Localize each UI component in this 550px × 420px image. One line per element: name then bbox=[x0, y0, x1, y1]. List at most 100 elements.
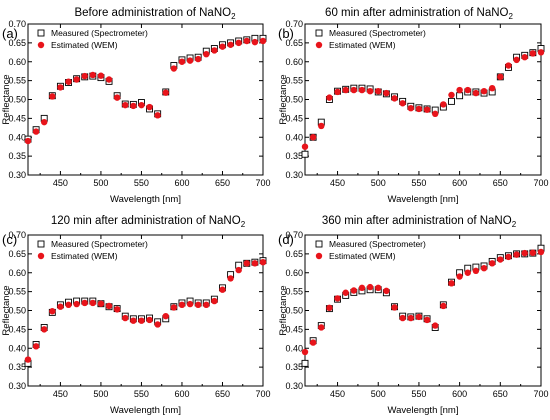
panel-a-estimated-point bbox=[138, 101, 145, 109]
panel-c-label: (c) bbox=[2, 232, 17, 247]
panel-c-legend-measured-label: Measured (Spectrometer) bbox=[51, 239, 148, 249]
panel-d-estimated-point bbox=[326, 304, 333, 312]
panel-b-legend-estimated-marker bbox=[315, 41, 323, 49]
panel-a-ytick-label: 0.55 bbox=[8, 76, 26, 86]
panel-b-ytick-label: 0.65 bbox=[285, 38, 303, 48]
panel-c-marks bbox=[24, 257, 267, 367]
panel-a-estimated-point bbox=[227, 41, 234, 48]
panel-c-estimated-point bbox=[251, 260, 259, 267]
panel-c-axes: 450 500 550 600 650 700 0.30 0.35 0.40 0.45 0.50 0.… bbox=[8, 230, 270, 399]
panel-b-xlabel: Wavelength [nm] bbox=[388, 194, 459, 205]
panel-b-estimated-point bbox=[391, 95, 398, 102]
panel-b-ytick-label: 0.40 bbox=[285, 132, 303, 142]
panel-d-xtick-label: 450 bbox=[330, 389, 345, 399]
panel-c-estimated-point bbox=[170, 304, 178, 311]
panel-c-estimated-point bbox=[89, 299, 97, 307]
panel-d-ytick-label: 0.65 bbox=[285, 249, 303, 259]
panel-a-estimated-point bbox=[57, 84, 64, 91]
panel-d-xtick-label: 650 bbox=[493, 389, 508, 399]
panel-d-estimated-point bbox=[383, 287, 390, 295]
panel-a-xtick-label: 600 bbox=[174, 178, 189, 188]
panel-c-xtick-label: 650 bbox=[215, 389, 230, 399]
panel-a-xtick-label: 450 bbox=[53, 178, 68, 188]
panel-b-xtick-label: 550 bbox=[411, 178, 426, 188]
panel-c-xlabel: Wavelength [nm] bbox=[110, 405, 181, 416]
panel-a-estimated-point bbox=[41, 118, 48, 126]
panel-a-title-main: Before administration of NaNO bbox=[74, 7, 231, 19]
panel-c-estimated-point bbox=[97, 300, 105, 307]
panel-b-estimated-point bbox=[521, 54, 528, 61]
panel-c-estimated-point bbox=[259, 258, 267, 266]
panel-b-marks bbox=[301, 45, 545, 158]
panel-d-legend-estimated-label: Estimated (WEM) bbox=[329, 251, 396, 261]
panel-a-ytick-label: 0.40 bbox=[8, 132, 26, 142]
panel-a-estimated-point bbox=[170, 65, 178, 72]
panel-a-xtick-label: 700 bbox=[255, 178, 270, 188]
panel-b-estimated-point bbox=[309, 134, 317, 141]
panel-b-estimated-point bbox=[464, 86, 471, 94]
panel-a-estimated-point bbox=[32, 128, 40, 135]
panel-a-legend-estimated-label: Estimated (WEM) bbox=[51, 40, 118, 50]
panel-d-xlabel: Wavelength [nm] bbox=[388, 405, 459, 416]
panel-d-estimated-point bbox=[497, 256, 504, 263]
panel-d-estimated-point bbox=[309, 339, 317, 346]
panel-a-estimated-point bbox=[178, 58, 186, 65]
panel-d-xtick-label: 700 bbox=[533, 389, 548, 399]
panel-d-estimated-point bbox=[366, 283, 374, 291]
panel-a-estimated-point bbox=[243, 37, 250, 45]
panel-c-ylabel: Reflectance bbox=[1, 285, 12, 335]
panel-a-estimated-point bbox=[24, 137, 32, 145]
panel-c-estimated-point bbox=[57, 303, 64, 310]
panel-a-legend-measured-label: Measured (Spectrometer) bbox=[51, 28, 148, 38]
panel-a-estimated-point bbox=[194, 55, 202, 63]
panel-b-estimated-point bbox=[440, 101, 447, 108]
panel-a-estimated-point bbox=[97, 72, 105, 79]
panel-a-ytick-label: 0.45 bbox=[8, 113, 26, 123]
panel-a-xtick-label: 650 bbox=[215, 178, 230, 188]
panel-c-estimated-point bbox=[49, 308, 56, 315]
panel-d-ytick-label: 0.50 bbox=[285, 306, 303, 316]
panel-a-estimated-point bbox=[219, 43, 226, 50]
panel-c-legend-estimated-label: Estimated (WEM) bbox=[51, 251, 118, 261]
panel-d-ytick-label: 0.60 bbox=[285, 268, 303, 278]
panel-a-ytick-label: 0.50 bbox=[8, 95, 26, 105]
panel-b-ytick-label: 0.45 bbox=[285, 113, 303, 123]
panel-d-legend-measured-marker bbox=[315, 240, 323, 248]
panel-d-xtick-label: 550 bbox=[411, 389, 426, 399]
panel-b-estimated-point bbox=[480, 87, 488, 95]
panel-b-label: (b) bbox=[278, 26, 294, 41]
panel-b-ytick-label: 0.60 bbox=[285, 57, 303, 67]
panel-a-legend-measured-marker bbox=[37, 29, 45, 37]
panel-d-measured-point bbox=[301, 359, 309, 367]
panel-c-estimated-point bbox=[32, 343, 40, 350]
panel-c-xtick-label: 700 bbox=[255, 389, 270, 399]
panel-b-measured-point bbox=[456, 92, 464, 100]
panel-c-title-main: 120 min after administration of NaNO bbox=[51, 215, 241, 227]
panel-a-estimated-point bbox=[211, 47, 218, 54]
panel-d-ytick-label: 0.40 bbox=[285, 343, 303, 353]
panel-a-estimated-point bbox=[49, 93, 56, 100]
panel-b-estimated-point bbox=[301, 143, 309, 150]
panel-b-estimated-point bbox=[432, 110, 439, 118]
panel-b-xtick-label: 500 bbox=[371, 178, 386, 188]
panel-b-ytick-label: 0.70 bbox=[285, 19, 303, 29]
panel-a-title: Before administration of NaNO2 bbox=[74, 7, 236, 21]
panel-a-xlabel: Wavelength [nm] bbox=[110, 194, 181, 205]
panel-d-marks bbox=[301, 244, 545, 367]
panel-b-legend-estimated-label: Estimated (WEM) bbox=[329, 40, 396, 50]
panel-c-ytick-label: 0.55 bbox=[8, 287, 26, 297]
panel-b-measured-point bbox=[301, 150, 309, 158]
panel-a-ytick-label: 0.65 bbox=[8, 38, 26, 48]
panel-a-xtick-label: 500 bbox=[93, 178, 108, 188]
panel-c-ytick-label: 0.60 bbox=[8, 268, 26, 278]
panel-a-estimated-point bbox=[251, 38, 259, 46]
panel-a-estimated-point bbox=[162, 89, 169, 96]
panel-d-axes: 450 500 550 600 650 700 0.30 0.35 0.40 0.45 0.50 0.… bbox=[285, 230, 548, 399]
panel-c-estimated-point bbox=[227, 275, 234, 282]
panel-d-xtick-label: 500 bbox=[371, 389, 386, 399]
panel-b-estimated-point bbox=[513, 56, 520, 64]
panel-d-title-main: 360 min after administration of NaNO bbox=[322, 215, 512, 227]
panel-c-xtick-label: 600 bbox=[174, 389, 189, 399]
panel-b-measured-point bbox=[448, 97, 455, 105]
panel-c-estimated-point bbox=[243, 260, 250, 267]
